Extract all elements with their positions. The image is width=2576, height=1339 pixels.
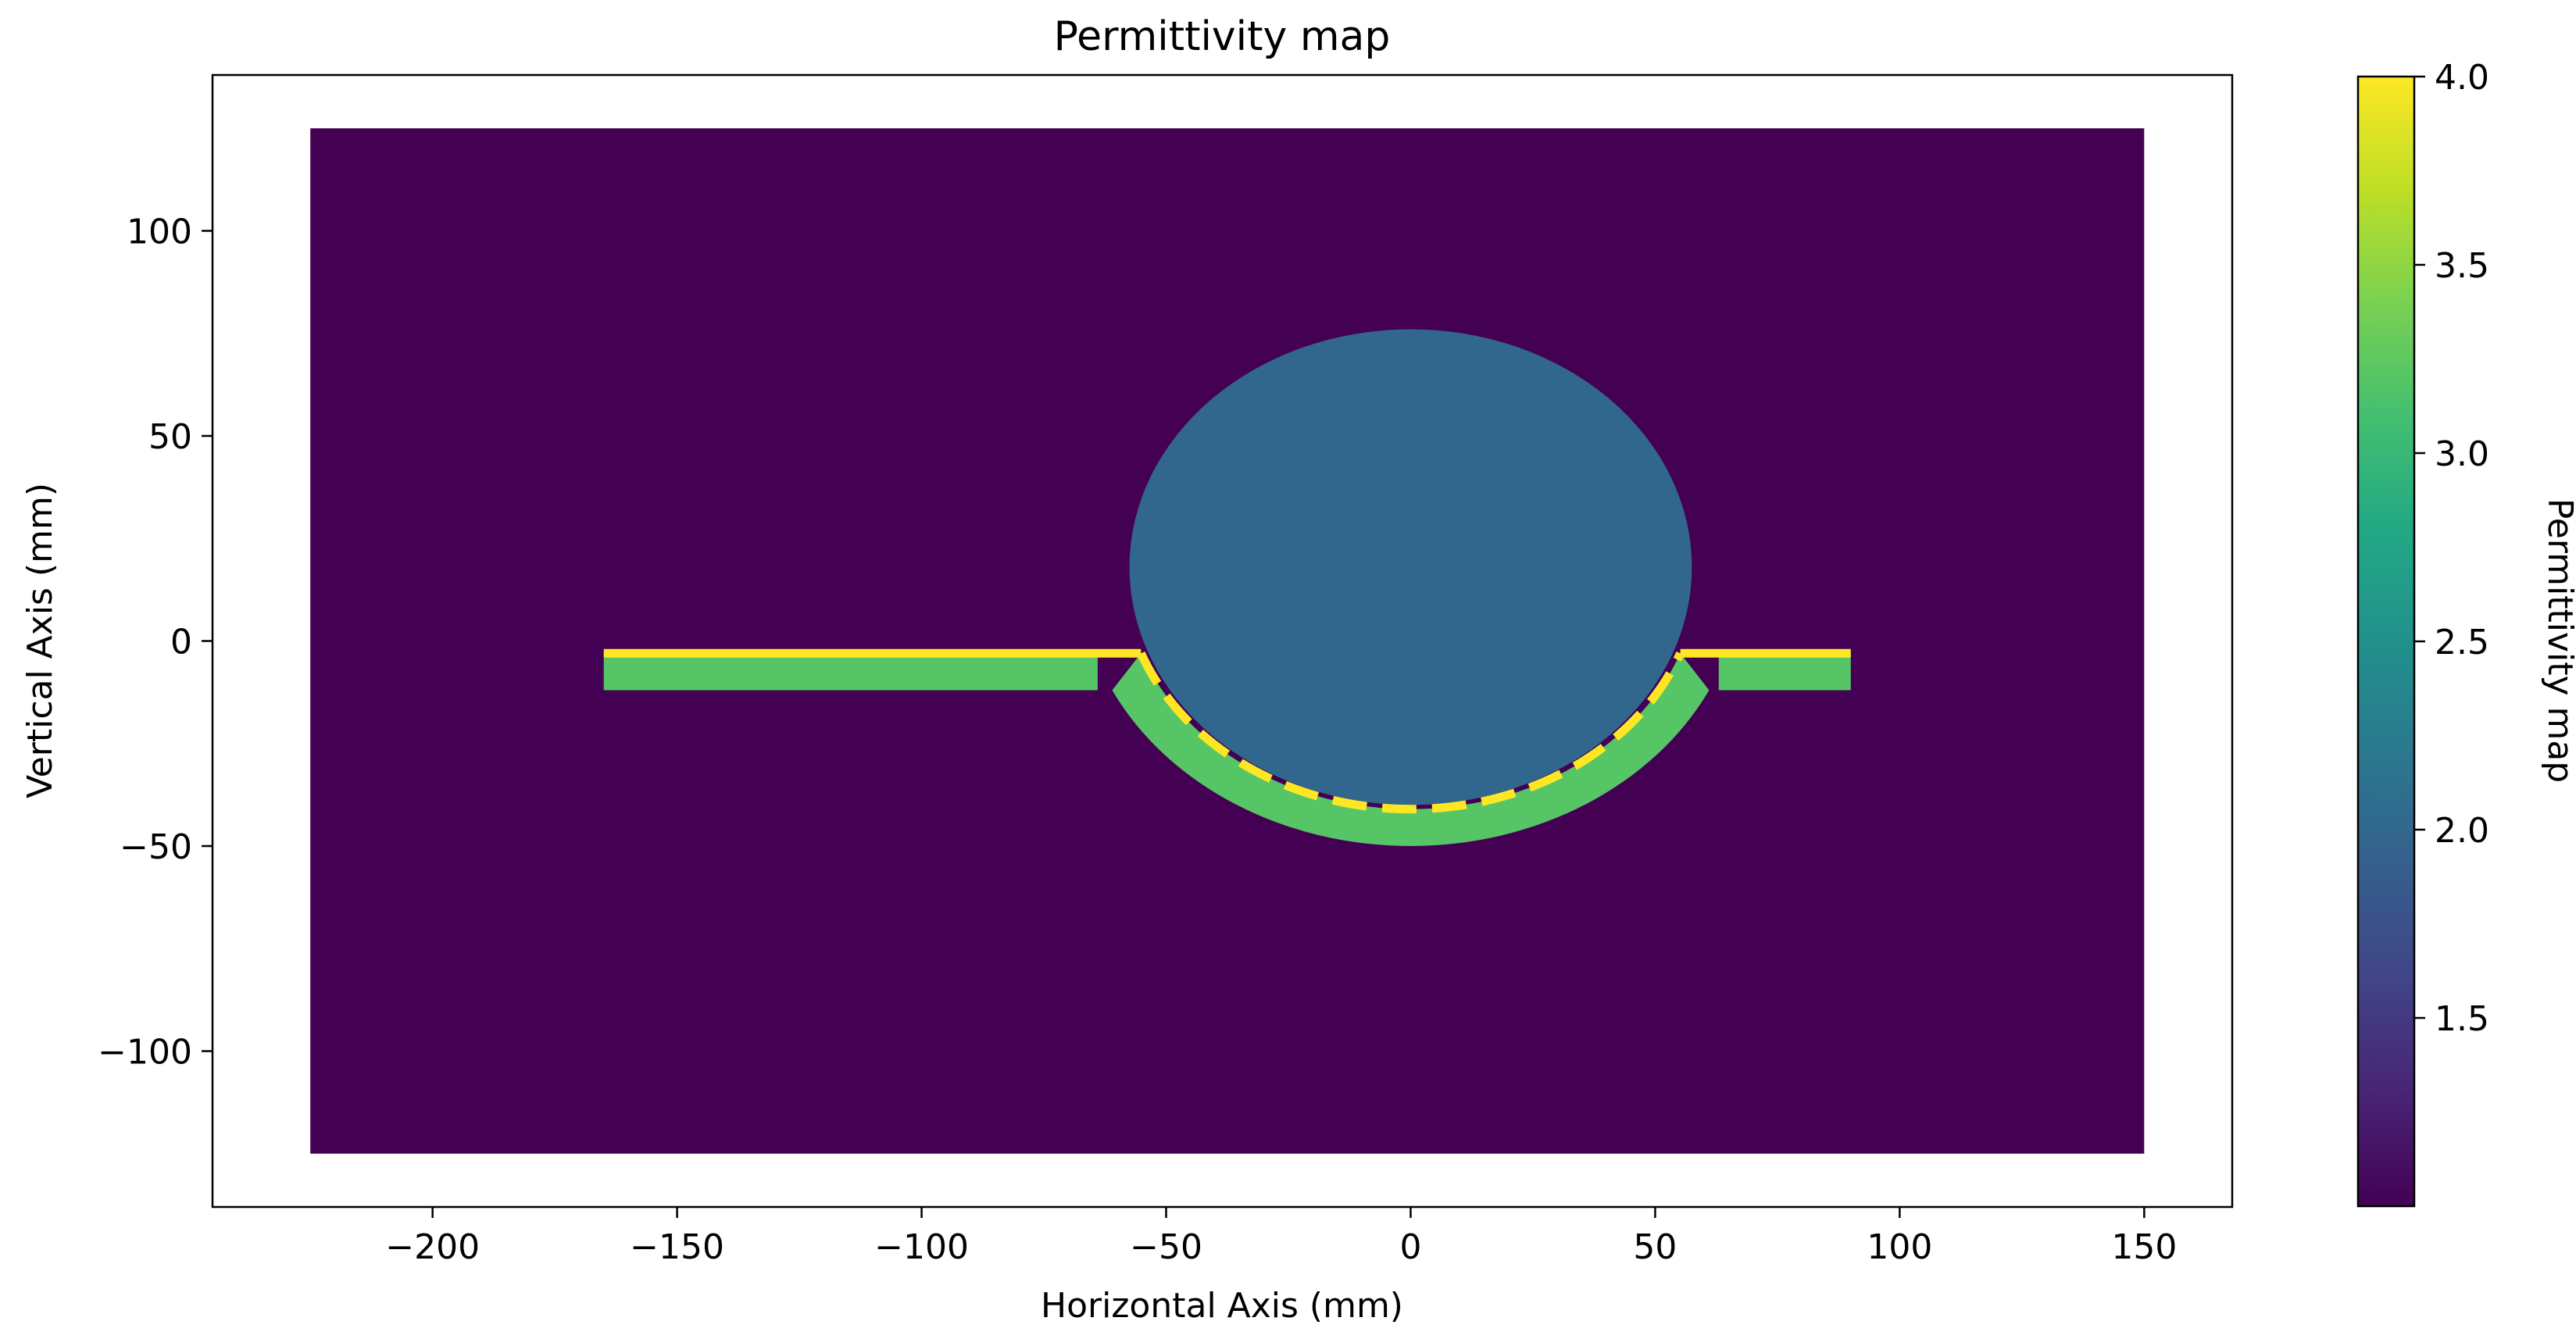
y-axis-label: Vertical Axis (mm) (20, 483, 60, 798)
y-axis-ticks: 100 50 0 −50 −100 (98, 212, 213, 1073)
x-tick-label: −50 (1130, 1227, 1202, 1267)
colorbar-ticks: 1.5 2.0 2.5 3.0 3.5 4.0 (2414, 58, 2489, 1039)
x-axis-label: Horizontal Axis (mm) (1041, 1286, 1403, 1326)
colorbar-tick-label: 1.5 (2435, 999, 2489, 1039)
y-tick-label: 0 (170, 623, 192, 662)
x-tick-label: 150 (2111, 1227, 2177, 1267)
colorbar: 1.5 2.0 2.5 3.0 3.5 4.0 Permittivity map (2356, 58, 2576, 1208)
chart-title: Permittivity map (1054, 13, 1391, 60)
y-tick-label: −50 (120, 827, 192, 867)
y-tick-label: 100 (127, 212, 192, 252)
right-strip-region (1718, 653, 1851, 691)
permittivity-regions (310, 128, 2145, 1154)
colorbar-tick-label: 4.0 (2435, 58, 2489, 98)
ellipse-region (1129, 329, 1692, 805)
x-tick-label: −150 (630, 1227, 724, 1267)
x-tick-label: 50 (1633, 1227, 1677, 1267)
x-axis-ticks: −200 −150 −100 −50 0 50 100 150 (385, 1207, 2177, 1267)
colorbar-label: Permittivity map (2540, 498, 2576, 783)
y-tick-label: 50 (148, 417, 192, 457)
curved-band-region (1112, 653, 1710, 846)
left-strip-region (603, 653, 1098, 691)
x-tick-label: −200 (385, 1227, 480, 1267)
y-tick-label: −100 (98, 1033, 192, 1073)
colorbar-gradient (2356, 75, 2416, 1208)
colorbar-tick-label: 3.0 (2435, 434, 2489, 474)
colorbar-tick-label: 2.0 (2435, 811, 2489, 851)
conductor-line-arc (1137, 651, 1685, 814)
x-tick-label: 0 (1399, 1227, 1421, 1267)
colorbar-tick-label: 3.5 (2435, 246, 2489, 286)
x-tick-label: −100 (874, 1227, 969, 1267)
plot-area (310, 128, 2145, 1154)
x-tick-label: 100 (1867, 1227, 1932, 1267)
colorbar-tick-label: 2.5 (2435, 623, 2489, 662)
